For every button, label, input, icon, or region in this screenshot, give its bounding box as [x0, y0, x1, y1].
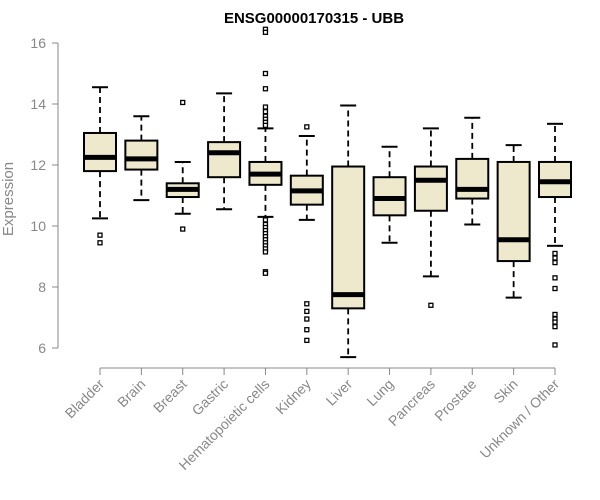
outlier-point [304, 308, 310, 315]
box-group-8 [413, 127, 448, 308]
outlier-point [552, 285, 558, 292]
x-tick-label: Lung [363, 376, 396, 409]
chart-title: ENSG00000170315 - UBB [224, 10, 404, 27]
outlier-point [97, 240, 103, 246]
outlier-point [262, 86, 269, 92]
y-axis: 6 8 10 12 14 16 [30, 35, 59, 356]
outlier-point [552, 255, 558, 261]
box-group-5 [289, 124, 324, 344]
box-iqr [455, 157, 490, 200]
box-group-9 [455, 116, 490, 226]
box-group-10 [496, 144, 531, 299]
outlier-point [552, 342, 558, 348]
box-group-11 [538, 122, 572, 348]
outlier-point [262, 122, 269, 128]
box-iqr [83, 131, 117, 173]
y-tick-label-14: 14 [30, 96, 46, 112]
box-iqr [124, 139, 159, 171]
box-group-4 [248, 26, 283, 276]
outlier-point [552, 250, 558, 257]
outlier-point [262, 108, 269, 115]
outlier-point [97, 232, 103, 238]
x-tick-label: Skin [490, 376, 521, 407]
y-tick-label-10: 10 [30, 218, 46, 234]
box-group-0 [83, 86, 117, 246]
box-iqr [413, 165, 448, 212]
outlier-point [304, 337, 310, 344]
x-tick-label: Liver [323, 376, 356, 409]
box-iqr [207, 141, 242, 179]
box-iqr [331, 165, 366, 310]
y-tick-label-12: 12 [30, 157, 46, 173]
outlier-point [552, 323, 558, 330]
outlier-point [552, 311, 558, 318]
y-tick-label-16: 16 [30, 35, 46, 51]
x-tick-label: Breast [150, 376, 190, 416]
y-tick-label-6: 6 [38, 340, 46, 356]
outlier-point [262, 104, 269, 110]
outlier-point [262, 217, 269, 223]
x-tick-label: Brain [114, 376, 148, 410]
y-tick-label-8: 8 [38, 279, 46, 295]
box-group-6 [331, 104, 366, 359]
outlier-point [262, 70, 269, 77]
outlier-point [262, 29, 269, 35]
x-tick-label: Prostate [431, 376, 479, 424]
outlier-point [304, 327, 310, 333]
outlier-point [428, 302, 434, 308]
outlier-point [552, 319, 558, 325]
outlier-point [304, 316, 310, 322]
outlier-point [180, 226, 186, 232]
box-iqr [496, 160, 531, 263]
outlier-point [304, 301, 310, 307]
outlier-point [262, 249, 269, 255]
outlier-point [262, 270, 269, 276]
y-axis-label: Expression [0, 162, 17, 236]
box-group-2 [165, 99, 200, 232]
outlier-point [180, 99, 186, 106]
x-tick-label: Bladder [62, 376, 108, 422]
x-tick-label: Unknown / Other [477, 376, 563, 462]
box-group-7 [372, 145, 407, 244]
plot-area [83, 26, 572, 359]
outlier-point [552, 259, 558, 266]
outlier-point [552, 275, 558, 281]
box-group-3 [207, 92, 242, 211]
box-group-1 [124, 115, 159, 202]
outlier-point [304, 124, 310, 130]
x-tick-label: Kidney [272, 376, 314, 418]
